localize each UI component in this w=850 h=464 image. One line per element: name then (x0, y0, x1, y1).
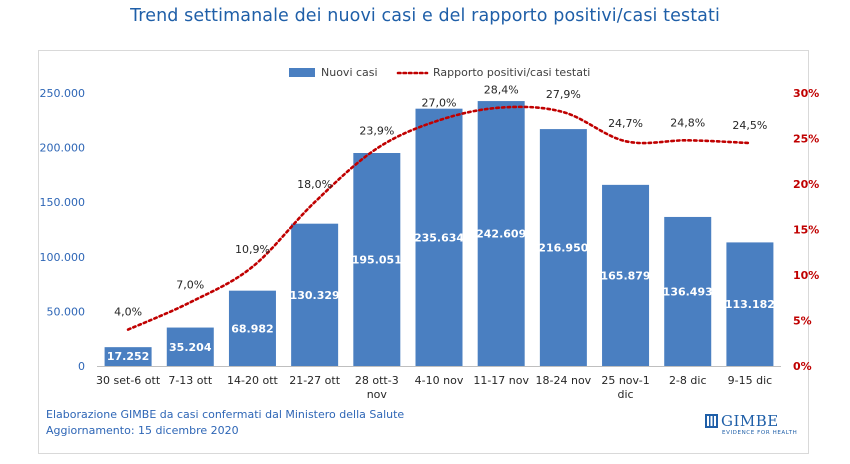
bar-value-label: 165.879 (600, 269, 650, 282)
bar-value-label: 113.182 (725, 298, 775, 311)
ratio-value-label: 18,0% (297, 178, 332, 191)
bar-0 (104, 347, 152, 366)
y-right-tick-label: 5% (793, 315, 812, 328)
ratio-value-label: 24,7% (608, 117, 643, 130)
bar-3 (291, 223, 339, 366)
ratio-value-label: 24,5% (732, 119, 767, 132)
logo-tagline: EVIDENCE FOR HEALTH (722, 430, 798, 436)
footer-source: Elaborazione GIMBE da casi confermati da… (46, 408, 405, 421)
y-right-tick-label: 25% (793, 133, 819, 146)
bar-value-label: 17.252 (107, 350, 149, 363)
bar-1 (166, 327, 214, 366)
bar-value-label: 216.950 (538, 242, 588, 255)
ratio-value-label: 27,9% (546, 88, 581, 101)
bar-value-label: 195.051 (352, 254, 402, 267)
x-category-label: 18-24 nov (536, 374, 592, 387)
logo-name: GIMBE (721, 412, 779, 430)
ratio-value-label: 10,9% (235, 243, 270, 256)
bar-value-label: 35.204 (169, 341, 212, 354)
bar-10 (726, 242, 774, 366)
x-category-label: 7-13 ott (168, 374, 213, 387)
ratio-value-label: 7,0% (176, 278, 204, 291)
y-left-tick-label: 50.000 (47, 305, 86, 318)
y-left-tick-label: 100.000 (40, 251, 86, 264)
bar-8 (602, 184, 650, 366)
legend-swatch-bars (289, 68, 315, 77)
bar-2 (228, 290, 276, 366)
bar-value-label: 235.634 (414, 231, 464, 244)
x-category-label: 11-17 nov (473, 374, 529, 387)
bar-9 (664, 216, 712, 366)
ratio-value-label: 24,8% (670, 116, 705, 129)
y-right-tick-label: 15% (793, 224, 819, 237)
x-category-label: 4-10 nov (415, 374, 464, 387)
x-category-label: 9-15 dic (728, 374, 773, 387)
bar-value-label: 136.493 (663, 285, 713, 298)
bar-4 (353, 153, 401, 366)
y-left-tick-label: 150.000 (40, 196, 86, 209)
y-left-tick-label: 0 (78, 360, 85, 373)
gimbe-logo-icon (705, 414, 718, 428)
ratio-value-label: 23,9% (359, 125, 394, 138)
bar-5 (415, 108, 463, 366)
x-category-label: 30 set-6 ott (96, 374, 161, 387)
bar-value-label: 68.982 (231, 322, 273, 335)
y-left-tick-label: 250.000 (40, 87, 86, 100)
x-category-label: 21-27 ott (289, 374, 341, 387)
legend-label-line: Rapporto positivi/casi testati (433, 66, 590, 79)
ratio-value-label: 27,0% (422, 96, 457, 109)
legend-label-bars: Nuovi casi (321, 66, 378, 79)
y-left-tick-label: 200.000 (40, 142, 86, 155)
bar-7 (539, 129, 587, 366)
x-category-label: 28 ott-3 nov (355, 374, 399, 401)
bar-value-label: 242.609 (476, 228, 526, 241)
bar-value-label: 130.329 (290, 289, 340, 302)
footer-updated: Aggiornamento: 15 dicembre 2020 (46, 424, 239, 437)
x-category-label: 14-20 ott (227, 374, 279, 387)
y-right-tick-label: 30% (793, 87, 819, 100)
ratio-line (126, 105, 752, 331)
ratio-value-label: 28,4% (484, 84, 519, 97)
x-category-label: 25 nov-1 dic (601, 374, 649, 401)
ratio-value-label: 4,0% (114, 306, 142, 319)
y-right-tick-label: 20% (793, 178, 819, 191)
y-right-tick-label: 10% (793, 269, 819, 282)
gimbe-logo: GIMBE EVIDENCE FOR HEALTH (705, 412, 798, 442)
chart-title: Trend settimanale dei nuovi casi e del r… (130, 6, 720, 26)
y-right-tick-label: 0% (793, 360, 812, 373)
x-category-label: 2-8 dic (669, 374, 707, 387)
bar-6 (477, 101, 525, 366)
